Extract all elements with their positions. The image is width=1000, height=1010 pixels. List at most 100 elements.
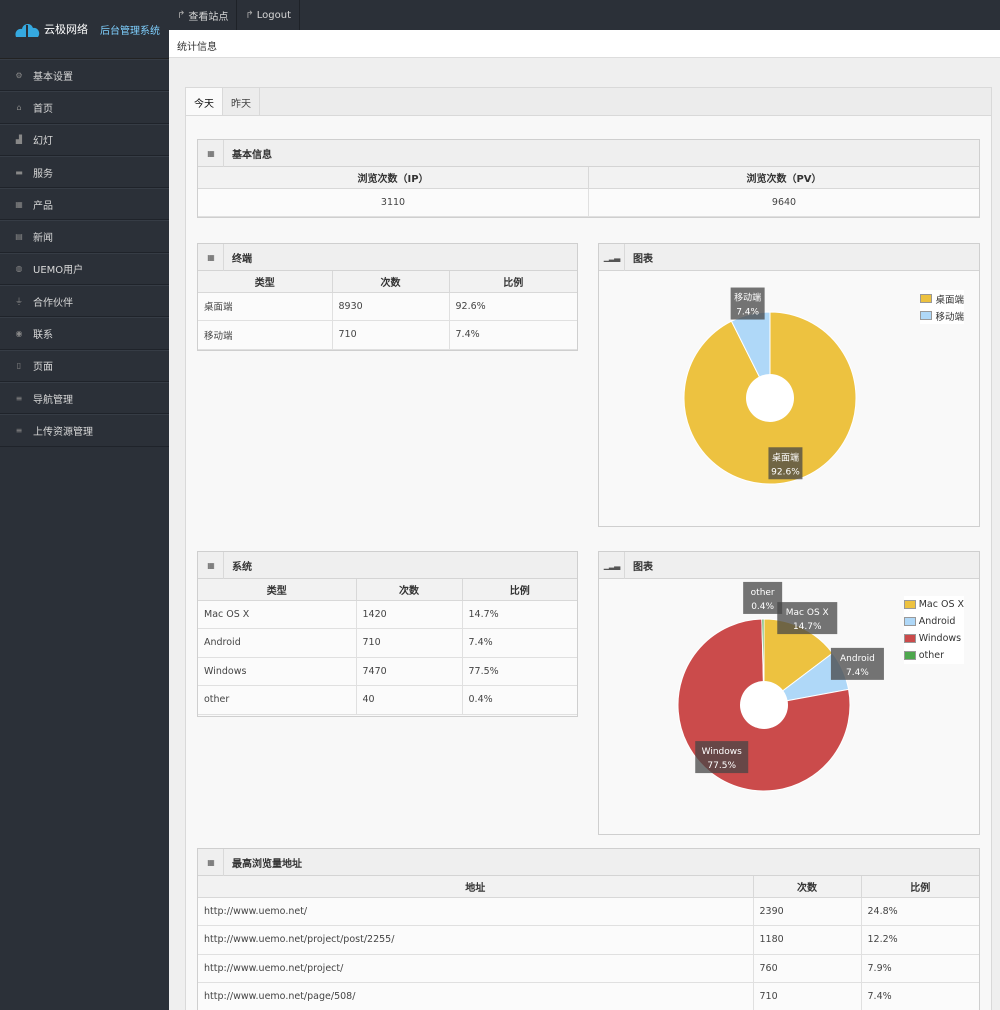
list-icon: ≡ xyxy=(15,425,23,435)
svg-text:77.5%: 77.5% xyxy=(707,761,736,771)
terminal-chart-box: ▁▂▃ 图表 桌面端 92.6% 移动端 7.4% 桌面端 移动端 xyxy=(598,243,980,527)
globe-icon: ◉ xyxy=(15,329,23,339)
sidebar-item[interactable]: ▟ 幻灯 xyxy=(0,123,169,156)
sidebar-item[interactable]: ⌂ 首页 xyxy=(0,91,169,124)
count-cell: 7470 xyxy=(355,656,463,686)
basic-info-table: 浏览次数（IP） 浏览次数（PV） 3110 9640 xyxy=(198,167,979,217)
sidebar-item-label: 首页 xyxy=(33,103,53,115)
column-header: 比例 xyxy=(461,579,577,601)
grid-icon: ▦ xyxy=(198,139,224,167)
legend-item: Windows xyxy=(903,630,964,647)
url-cell: http://www.uemo.net/project/ xyxy=(198,953,754,983)
sidebar-item[interactable]: ◉ 联系 xyxy=(0,317,169,350)
type-cell: Android xyxy=(198,628,357,658)
count-cell: 1180 xyxy=(752,925,862,955)
tab-today[interactable]: 今天 xyxy=(186,88,223,117)
legend-item: Mac OS X xyxy=(903,596,964,613)
tab-panel: ▦ 基本信息 浏览次数（IP） 浏览次数（PV） 3110 9640 xyxy=(185,115,992,1010)
system-name: 后台管理系统 xyxy=(100,25,160,37)
pie-data-label: Mac OS X 14.7% xyxy=(777,602,838,635)
column-header: 比例 xyxy=(448,271,577,293)
sidebar-item-label: 联系 xyxy=(33,330,53,342)
legend-swatch xyxy=(920,311,933,320)
system-box: ▦ 系统 类型 次数 比例 Mac OS X 1420 14.7% xyxy=(197,551,578,717)
box-title: 系统 xyxy=(232,561,252,573)
ratio-cell: 7.4% xyxy=(448,320,577,350)
box-title: 基本信息 xyxy=(232,149,272,161)
grid-icon: ▦ xyxy=(15,199,23,209)
sidebar-item[interactable]: ▯ 页面 xyxy=(0,349,169,382)
tab-yesterday[interactable]: 昨天 xyxy=(223,88,260,116)
gear-icon: ⚙ xyxy=(15,70,23,80)
pie-hole xyxy=(746,374,794,422)
basic-info-box: ▦ 基本信息 浏览次数（IP） 浏览次数（PV） 3110 9640 xyxy=(197,139,980,218)
svg-text:14.7%: 14.7% xyxy=(793,622,822,632)
chart-legend: 桌面端移动端 xyxy=(920,290,964,324)
file-icon: ▯ xyxy=(16,361,22,371)
pie-data-label: 桌面端 92.6% xyxy=(768,447,803,480)
legend-swatch xyxy=(920,294,933,303)
breadcrumb: 统计信息 xyxy=(169,30,1000,58)
sidebar-item-label: 服务 xyxy=(33,168,53,180)
ip-count: 3110 xyxy=(198,187,589,217)
chart-area-icon: ▟ xyxy=(15,135,23,145)
logo[interactable]: 云极网络 后台管理系统 xyxy=(0,0,169,59)
sidebar-item[interactable]: ⏚ 合作伙伴 xyxy=(0,285,169,318)
sidebar-item-label: 导航管理 xyxy=(33,394,73,406)
count-cell: 710 xyxy=(355,628,463,658)
column-header: 类型 xyxy=(198,579,357,601)
table-row: Android 710 7.4% xyxy=(198,628,577,658)
svg-text:Mac OS X: Mac OS X xyxy=(786,608,829,618)
legend-label: Android xyxy=(918,616,956,627)
count-cell: 710 xyxy=(752,982,862,1010)
legend-item: other xyxy=(903,647,964,664)
sidebar-item[interactable]: ⚙ 基本设置 xyxy=(0,59,169,92)
calendar-icon: ▤ xyxy=(15,232,23,242)
column-header: 浏览次数（IP） xyxy=(198,167,589,189)
card-icon: ▬ xyxy=(15,167,23,177)
sidebar-item[interactable]: ▬ 服务 xyxy=(0,155,169,189)
legend-label: other xyxy=(918,650,945,661)
svg-text:7.4%: 7.4% xyxy=(846,668,869,678)
terminal-table: 类型 次数 比例 桌面端 8930 92.6% 移动端 710 7.4% xyxy=(198,271,577,350)
sidebar-item[interactable]: ◍ UEMO用户 xyxy=(0,252,169,286)
legend-item: Android xyxy=(903,613,964,630)
ratio-cell: 7.9% xyxy=(860,953,979,983)
table-row: http://www.uemo.net/ 2390 24.8% xyxy=(198,896,979,926)
terminal-box: ▦ 终端 类型 次数 比例 桌面端 8930 92.6% xyxy=(197,243,578,351)
table-row: http://www.uemo.net/project/ 760 7.9% xyxy=(198,953,979,983)
signal-bars-icon: ▁▂▃ xyxy=(599,551,625,579)
count-cell: 40 xyxy=(355,685,463,715)
system-pie-chart: Mac OS X 14.7% Android 7.4% Windows 77.5% othe… xyxy=(677,581,884,792)
pie-data-label: other 0.4% xyxy=(743,581,783,614)
cloud-logo-icon xyxy=(15,23,40,37)
grid-icon: ▦ xyxy=(198,551,224,579)
sidebar-item[interactable]: ▤ 新闻 xyxy=(0,220,169,253)
sidebar-item-label: 产品 xyxy=(33,200,53,212)
filter-icon: ⏚ xyxy=(15,296,23,306)
legend-item: 桌面端 xyxy=(920,290,964,307)
url-cell: http://www.uemo.net/ xyxy=(198,896,754,926)
sidebar-item[interactable]: ≡ 上传资源管理 xyxy=(0,414,169,447)
table-row: Mac OS X 1420 14.7% xyxy=(198,599,577,629)
logout-link[interactable]: ↱ Logout xyxy=(237,0,301,30)
legend-label: 移动端 xyxy=(935,311,964,323)
svg-text:桌面端: 桌面端 xyxy=(772,451,799,463)
grid-icon: ▦ xyxy=(198,243,224,271)
box-header: ▁▂▃ 图表 xyxy=(599,243,979,271)
chart-legend: Mac OS X Android Windows other xyxy=(903,596,964,664)
sidebar-item[interactable]: ≡ 导航管理 xyxy=(0,381,169,415)
pie-hole xyxy=(740,681,788,729)
column-header: 比例 xyxy=(860,876,979,898)
type-cell: 桌面端 xyxy=(198,291,333,321)
column-header: 次数 xyxy=(331,271,450,293)
ratio-cell: 14.7% xyxy=(461,599,577,629)
grid-icon: ▦ xyxy=(198,848,224,876)
url-cell: http://www.uemo.net/project/post/2255/ xyxy=(198,925,754,955)
sidebar-item[interactable]: ▦ 产品 xyxy=(0,188,169,221)
pv-count: 9640 xyxy=(588,187,979,217)
users-icon: ◍ xyxy=(15,264,23,274)
pie-data-label: Windows 77.5% xyxy=(695,741,749,774)
legend-swatch xyxy=(903,634,916,643)
view-site-link[interactable]: ↱ 查看站点 xyxy=(169,0,238,30)
